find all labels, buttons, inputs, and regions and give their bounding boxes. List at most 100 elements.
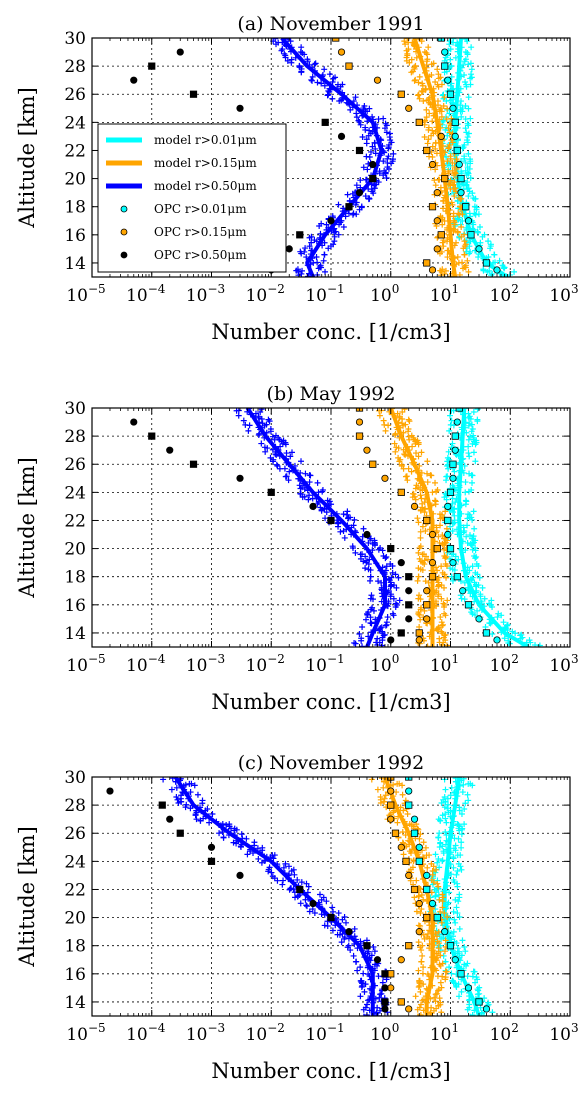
model-scatter-point <box>351 516 358 523</box>
model-scatter-point <box>462 497 469 504</box>
model-scatter-point <box>465 436 472 443</box>
series-point <box>423 871 431 880</box>
model-scatter-point <box>270 855 277 862</box>
model-scatter-point <box>428 860 435 867</box>
model-scatter-point <box>424 864 431 871</box>
series-point <box>296 231 304 239</box>
model-scatter-point <box>337 528 344 535</box>
series-point <box>397 998 405 1006</box>
model-scatter-point <box>418 495 425 502</box>
model-scatter-point <box>297 900 304 907</box>
model-scatter-point <box>302 896 309 903</box>
model-scatter-point <box>375 116 382 123</box>
model-scatter-point <box>306 908 313 915</box>
model-scatter-point <box>450 876 457 883</box>
model-scatter-point <box>433 990 440 997</box>
model-scatter-point <box>251 839 258 846</box>
model-scatter-point <box>419 567 426 574</box>
model-scatter-point <box>424 971 431 978</box>
model-scatter-point <box>504 622 511 629</box>
series-point <box>444 502 452 511</box>
model-scatter-point <box>357 964 364 971</box>
model-scatter-point <box>420 97 427 104</box>
model-scatter-point <box>391 582 398 589</box>
model-scatter-point <box>301 493 308 500</box>
model-scatter-point <box>283 450 290 457</box>
model-scatter-point <box>465 193 472 200</box>
model-scatter-point <box>364 166 371 173</box>
model-scatter-point <box>290 866 297 873</box>
model-scatter-point <box>458 988 465 995</box>
model-scatter-point <box>415 91 422 98</box>
model-scatter-point <box>320 257 327 264</box>
model-scatter-point <box>446 141 453 148</box>
series-point <box>464 601 473 609</box>
model-scatter-point <box>414 577 421 584</box>
model-scatter-point <box>291 871 298 878</box>
model-scatter-point <box>405 39 412 46</box>
series-line <box>280 38 384 277</box>
series-point <box>462 203 470 211</box>
model-scatter-point <box>438 113 445 120</box>
model-scatter-point <box>428 472 435 479</box>
model-scatter-point <box>320 894 327 901</box>
model-scatter-point <box>432 851 439 858</box>
model-scatter-point <box>364 1001 371 1008</box>
model-scatter-point <box>365 997 372 1004</box>
model-scatter-point <box>433 933 440 940</box>
model-scatter-point <box>411 894 418 901</box>
series-point <box>433 544 441 553</box>
model-scatter-point <box>339 81 346 88</box>
model-scatter-point <box>440 102 447 109</box>
model-scatter-point <box>439 857 446 864</box>
model-scatter-point <box>461 153 468 160</box>
x-tick-label: 10−4 <box>126 1021 166 1045</box>
model-scatter-point <box>329 95 336 102</box>
model-scatter-point <box>353 114 360 121</box>
series-point <box>451 446 459 454</box>
model-scatter-point <box>242 421 249 428</box>
y-tick-label: 18 <box>64 937 86 957</box>
series-point <box>415 928 423 936</box>
model-scatter-point <box>374 635 381 642</box>
series-point <box>415 857 423 865</box>
series-point <box>410 829 419 837</box>
model-scatter-point <box>430 60 437 67</box>
model-scatter-point <box>458 168 465 175</box>
series-point <box>410 815 419 823</box>
model-scatter-point <box>408 56 415 63</box>
model-scatter-point <box>454 228 461 235</box>
model-scatter-point <box>464 137 471 144</box>
series-point <box>158 801 166 809</box>
model-scatter-point <box>442 937 449 944</box>
model-scatter-point <box>381 795 388 802</box>
model-scatter-point <box>272 38 279 42</box>
model-scatter-point <box>362 616 369 623</box>
model-scatter-point <box>406 418 413 425</box>
model-scatter-point <box>230 839 237 846</box>
model-scatter-point <box>415 519 422 526</box>
series-point <box>369 174 377 183</box>
series-point <box>363 942 371 950</box>
model-scatter-point <box>467 60 474 67</box>
model-scatter-point <box>173 784 180 791</box>
model-scatter-point <box>324 497 331 504</box>
series-point <box>405 601 413 609</box>
model-scatter-point <box>376 412 383 419</box>
series-point <box>267 488 275 496</box>
model-scatter-point <box>367 620 374 627</box>
model-scatter-point <box>174 796 181 803</box>
model-scatter-point <box>258 415 265 422</box>
model-scatter-point <box>434 487 441 494</box>
model-scatter-point <box>417 1013 419 1016</box>
model-scatter-point <box>401 408 408 413</box>
model-scatter-point <box>353 182 360 189</box>
model-scatter-point <box>419 523 426 530</box>
y-tick-label: 22 <box>64 141 86 161</box>
model-scatter-point <box>330 908 337 915</box>
series-point <box>327 913 335 922</box>
series-point <box>415 629 423 637</box>
model-scatter-point <box>455 556 462 563</box>
model-scatter-point <box>451 179 458 186</box>
model-scatter-point <box>418 958 425 965</box>
